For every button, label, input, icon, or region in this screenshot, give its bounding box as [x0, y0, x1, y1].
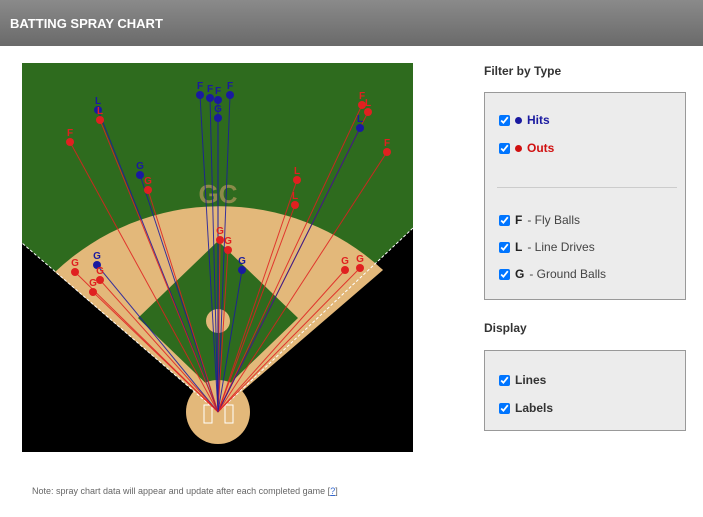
header-title: BATTING SPRAY CHART	[10, 16, 163, 31]
type-option[interactable]: G - Ground Balls	[499, 267, 606, 281]
checkbox[interactable]	[499, 375, 510, 386]
display-title: Display	[484, 321, 527, 335]
hit-label: G	[224, 236, 232, 247]
hit-marker	[226, 91, 234, 99]
hit-marker	[356, 124, 364, 132]
filter-box: Hits Outs F - Fly Balls L - Line Drives G-…	[484, 92, 686, 300]
hit-label: G	[71, 258, 79, 269]
type-code: G	[515, 267, 524, 281]
type-option[interactable]: F - Fly Balls	[499, 213, 580, 227]
hit-marker	[89, 288, 97, 296]
hit-label: G	[144, 176, 152, 187]
hit-label: G	[356, 254, 364, 265]
checkbox[interactable]	[499, 143, 510, 154]
hit-label: F	[215, 86, 221, 97]
hit-label: G	[341, 256, 349, 267]
hit-marker	[238, 266, 246, 274]
hit-marker	[71, 268, 79, 276]
hit-label: F	[227, 81, 233, 92]
hit-label: L	[365, 98, 371, 109]
hit-marker	[214, 114, 222, 122]
filter-title: Filter by Type	[484, 64, 561, 78]
hit-marker	[214, 96, 222, 104]
checkbox[interactable]	[499, 115, 510, 126]
display-box: Lines Labels	[484, 350, 686, 431]
hit-label: G	[89, 278, 97, 289]
hit-marker	[341, 266, 349, 274]
note: Note: spray chart data will appear and u…	[32, 486, 338, 496]
type-label: - Line Drives	[527, 240, 594, 254]
checkbox[interactable]	[499, 403, 510, 414]
hit-label: L	[357, 114, 363, 125]
checkbox[interactable]	[499, 269, 510, 280]
type-label: - Ground Balls	[529, 267, 606, 281]
type-code: L	[515, 240, 522, 254]
hit-marker	[96, 116, 104, 124]
note-text: Note: spray chart data will appear and u…	[32, 486, 330, 496]
header: BATTING SPRAY CHART	[0, 0, 703, 46]
hit-label: G	[96, 266, 104, 277]
hit-label: G	[214, 104, 222, 115]
hit-marker	[196, 91, 204, 99]
hit-marker	[383, 148, 391, 156]
checkbox[interactable]	[499, 242, 510, 253]
hit-marker	[216, 236, 224, 244]
option-label: Hits	[527, 113, 550, 127]
hit-label: F	[197, 81, 203, 92]
hit-marker	[224, 246, 232, 254]
type-code: F	[515, 213, 522, 227]
hit-label: F	[67, 128, 73, 139]
hit-marker	[291, 201, 299, 209]
page: BATTING SPRAY CHART GC FLLFFFFFLLFGGLLGG…	[0, 0, 703, 517]
hit-label: L	[292, 191, 298, 202]
hit-label: G	[216, 226, 224, 237]
legend-dot	[515, 145, 522, 152]
option-label: Lines	[515, 373, 546, 387]
note-close: ]	[335, 486, 338, 496]
hit-marker	[96, 276, 104, 284]
hit-label: F	[207, 84, 213, 95]
checkbox[interactable]	[499, 215, 510, 226]
type-option[interactable]: L - Line Drives	[499, 240, 595, 254]
hit-label: L	[294, 166, 300, 177]
hit-label: G	[93, 251, 101, 262]
hit-marker	[293, 176, 301, 184]
hit-label: G	[238, 256, 246, 267]
hit-marker	[364, 108, 372, 116]
display-option[interactable]: Labels	[499, 401, 553, 415]
type-label: - Fly Balls	[527, 213, 580, 227]
separator	[497, 187, 677, 188]
display-option[interactable]: Lines	[499, 373, 546, 387]
hit-marker	[144, 186, 152, 194]
hit-label: G	[136, 161, 144, 172]
hit-label: F	[384, 138, 390, 149]
hit-marker	[356, 264, 364, 272]
hits-option[interactable]: Hits	[499, 113, 550, 127]
option-label: Outs	[527, 141, 554, 155]
hit-marker	[66, 138, 74, 146]
hit-marker	[206, 94, 214, 102]
option-label: Labels	[515, 401, 553, 415]
hit-marker	[136, 171, 144, 179]
hit-label: L	[97, 106, 103, 117]
legend-dot	[515, 117, 522, 124]
outs-option[interactable]: Outs	[499, 141, 554, 155]
